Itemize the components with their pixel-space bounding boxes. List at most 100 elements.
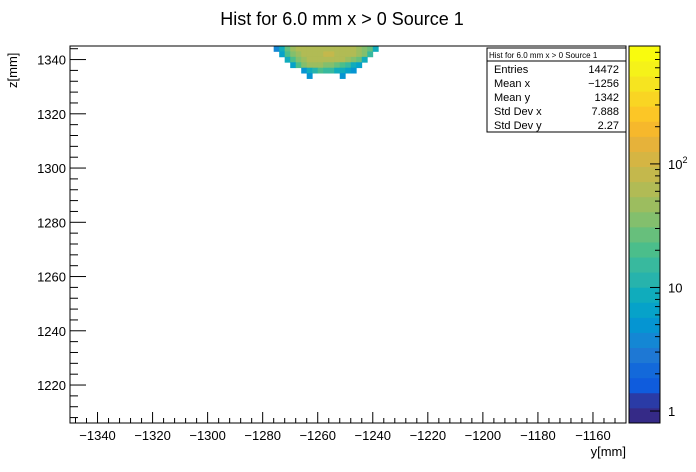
x-tick-label: −1280 <box>244 428 281 443</box>
histogram-bin <box>350 62 357 69</box>
histogram-bin <box>312 62 319 69</box>
histogram-bin <box>367 51 374 58</box>
histogram-bin <box>372 46 379 52</box>
histogram-bin <box>273 46 280 52</box>
histogram-bin <box>345 62 352 69</box>
histogram-bin <box>306 51 313 58</box>
histogram-bin <box>301 51 308 58</box>
y-tick-label: 1300 <box>37 161 66 176</box>
histogram-bin <box>356 46 363 52</box>
histogram-bin <box>334 62 341 69</box>
y-tick-label: 1340 <box>37 53 66 68</box>
histogram-bin <box>345 51 352 58</box>
x-tick-label: −1220 <box>410 428 447 443</box>
stats-row-label-std-dev-x: Std Dev x <box>494 106 542 118</box>
histogram-bin <box>328 56 335 63</box>
histogram-bin <box>312 67 319 74</box>
stats-row-value-std-dev-x: 7.888 <box>591 106 619 118</box>
histogram-bin <box>334 51 341 58</box>
histogram-bin <box>290 51 297 58</box>
stats-row-value-std-dev-y: 2.27 <box>598 120 619 132</box>
histogram-bin <box>312 46 319 52</box>
histogram-bin <box>334 67 341 74</box>
palette-swatch <box>629 136 660 152</box>
plot-frame <box>69 45 627 424</box>
histogram-bin <box>339 73 346 79</box>
y-tick-label: 1280 <box>37 215 66 230</box>
histogram-bin <box>345 56 352 63</box>
stats-row-label-entries: Entries <box>494 64 529 76</box>
plot-area-border <box>69 45 627 424</box>
palette-border <box>628 45 661 424</box>
palette-swatch <box>629 166 660 183</box>
stats-row-value-mean-y: 1342 <box>595 92 619 104</box>
x-axis-label: y[mm] <box>591 444 626 459</box>
x-tick-label: −1340 <box>79 428 116 443</box>
histogram-bin <box>345 46 352 52</box>
histogram-bin <box>306 73 313 79</box>
histogram-bin <box>301 56 308 63</box>
x-tick-label: −1300 <box>189 428 226 443</box>
palette-swatch <box>629 91 660 107</box>
palette-swatch <box>629 302 660 318</box>
palette-swatch <box>629 196 660 213</box>
histogram-bin <box>295 51 302 58</box>
histogram-bin <box>290 62 297 69</box>
palette-swatch <box>629 211 660 228</box>
histogram-bin <box>317 67 324 74</box>
palette-swatch <box>629 151 660 168</box>
palette-swatch <box>629 377 660 394</box>
stats-row-label-mean-x: Mean x <box>494 78 531 90</box>
histogram-bin <box>350 56 357 63</box>
histogram-bin <box>290 46 297 52</box>
x-tick-label: −1260 <box>299 428 336 443</box>
histogram-bin <box>323 51 330 58</box>
histogram-bin <box>328 46 335 52</box>
palette-tick-label: 102 <box>668 155 687 172</box>
palette-swatch <box>629 317 660 333</box>
y-axis-label: z[mm] <box>5 53 20 88</box>
palette-swatch <box>629 407 660 424</box>
histogram-bin <box>350 46 357 52</box>
palette-swatch <box>629 347 660 364</box>
stats-box-frame <box>486 47 627 133</box>
y-tick-label: 1320 <box>37 107 66 122</box>
histogram-bin <box>356 51 363 58</box>
histogram-bin <box>284 56 291 63</box>
palette-swatch <box>629 362 660 379</box>
x-tick-label: −1320 <box>134 428 171 443</box>
x-tick-label: −1160 <box>575 428 611 443</box>
y-tick-label: 1220 <box>37 378 66 393</box>
histogram-bin <box>295 56 302 63</box>
histogram-bin <box>306 46 313 52</box>
histogram-bin <box>367 46 374 52</box>
histogram-bin <box>290 56 297 63</box>
histogram-bin <box>350 67 357 74</box>
histogram-bin <box>339 62 346 69</box>
x-tick-label: −1180 <box>520 428 556 443</box>
histogram-bin <box>312 56 319 63</box>
histogram-bin <box>284 51 291 58</box>
y-axis: 1220 1240 1260 1280 1300 1320 1340 <box>37 48 86 419</box>
x-tick-label: −1240 <box>355 428 392 443</box>
histogram-bin <box>306 62 313 69</box>
histogram-bin <box>317 51 324 58</box>
histogram-bin <box>328 67 335 74</box>
histogram-bin <box>323 46 330 52</box>
histogram-bin <box>317 56 324 63</box>
palette-swatch <box>629 106 660 122</box>
x-axis: −1340 −1320 −1300 −1280 −1260 −1240 −1220 −1200… <box>75 412 627 443</box>
y-tick-label: 1240 <box>37 324 66 339</box>
palette-swatch <box>629 392 660 409</box>
histogram-bin <box>284 46 291 52</box>
histogram-bin <box>301 67 308 74</box>
histogram-bin <box>339 67 346 74</box>
y-tick-label: 1260 <box>37 270 66 285</box>
histogram-bin <box>301 46 308 52</box>
stats-box: Hist for 6.0 mm x > 0 Source 1 Entries 1… <box>486 47 627 133</box>
histogram-bin <box>361 56 368 63</box>
color-palette: 1 10 102 <box>628 45 687 424</box>
histogram-bin <box>317 46 324 52</box>
stats-row-value-entries: 14472 <box>588 64 619 76</box>
